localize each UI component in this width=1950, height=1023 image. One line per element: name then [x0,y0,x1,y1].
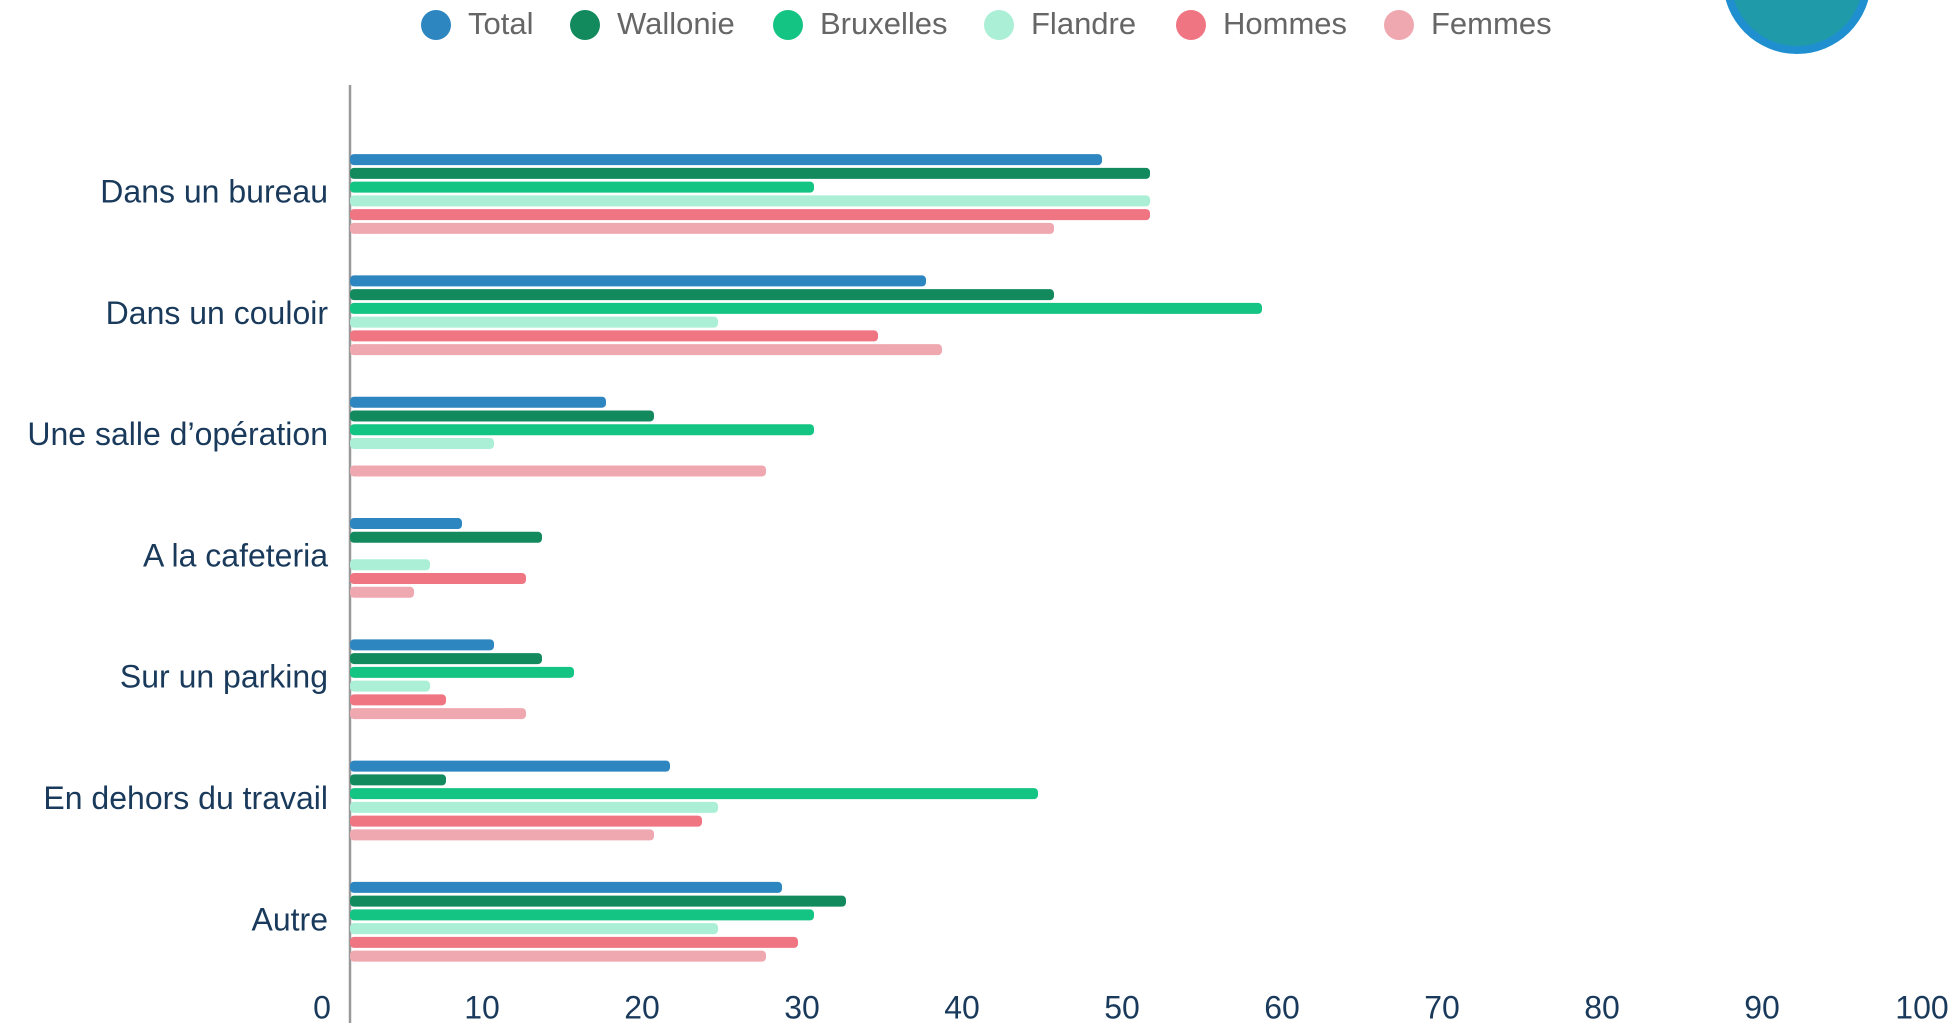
x-tick-label: 40 [944,989,980,1023]
bar [350,801,718,813]
x-tick-label: 10 [464,989,500,1023]
bar [350,774,446,786]
bar [350,639,494,651]
legend-label: Hommes [1223,6,1347,41]
x-tick-label: 50 [1104,989,1140,1023]
legend-label: Flandre [1031,6,1136,41]
bar [350,923,718,935]
bar [350,760,670,772]
bar [350,936,798,948]
bar [350,437,494,449]
bar [350,275,926,287]
bar [350,881,782,893]
bar [350,396,606,408]
bar [350,302,1262,314]
bar [350,895,846,907]
bar [350,424,814,436]
y-tick-label: Autre [252,901,328,937]
bar [350,788,1038,800]
bar [350,222,1054,234]
bar [350,531,542,543]
bar [350,708,526,720]
bar [350,586,414,598]
bar [350,167,1150,179]
legend-swatch [570,10,600,40]
bar [350,154,1102,166]
bar [350,680,430,692]
bar [350,694,446,706]
bar [350,465,766,477]
bar [350,289,1054,301]
bar [350,815,702,827]
x-tick-label: 100 [1895,989,1948,1023]
bar [350,209,1150,221]
x-tick-label: 90 [1744,989,1780,1023]
decorative-badge-inner [1734,0,1860,46]
legend-swatch [773,10,803,40]
bar [350,181,814,193]
y-tick-label: A la cafeteria [143,537,328,573]
x-tick-label: 30 [784,989,820,1023]
legend-label: Total [468,6,533,41]
y-tick-label: Dans un couloir [106,295,329,331]
bar [350,410,654,422]
bar [350,950,766,962]
legend-label: Bruxelles [820,6,948,41]
bar [350,573,526,585]
bar [350,316,718,328]
legend-label: Wallonie [617,6,735,41]
legend-swatch [1176,10,1206,40]
legend-swatch [1384,10,1414,40]
legend-label: Femmes [1431,6,1552,41]
x-tick-label: 60 [1264,989,1300,1023]
x-tick-label: 80 [1584,989,1620,1023]
legend-swatch [984,10,1014,40]
x-tick-label: 20 [624,989,660,1023]
y-tick-label: Sur un parking [120,659,328,695]
bar [350,559,430,571]
bar [350,653,542,665]
y-tick-label: Dans un bureau [100,173,328,209]
y-tick-label: En dehors du travail [43,780,328,816]
y-tick-label: Une salle d’opération [27,416,328,452]
bar [350,909,814,921]
bar [350,829,654,841]
x-tick-label: 0 [313,989,331,1023]
bar [350,195,1150,207]
bar [350,518,462,530]
x-tick-label: 70 [1424,989,1460,1023]
bar [350,344,942,356]
bar [350,666,574,678]
bar [350,330,878,342]
legend-swatch [421,10,451,40]
